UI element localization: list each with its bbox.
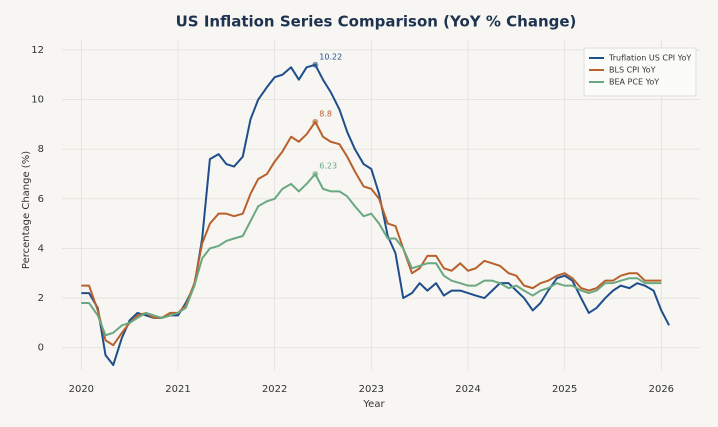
legend-box xyxy=(583,47,697,97)
peak-marker xyxy=(312,61,319,68)
legend-label: BEA PCE YoY xyxy=(609,78,659,87)
chart-title: US Inflation Series Comparison (YoY % Ch… xyxy=(176,13,577,31)
y-tick-label: 0 xyxy=(38,343,44,354)
x-axis-label: Year xyxy=(362,399,385,410)
series-line xyxy=(81,172,662,337)
peak-marker xyxy=(312,118,319,125)
x-tick-label: 2020 xyxy=(69,384,94,395)
legend-label: Truflation US CPI YoY xyxy=(608,54,691,63)
peak-label: 10.22 xyxy=(319,52,342,61)
peak-label: 6.23 xyxy=(319,161,337,170)
peak-label: 8.8 xyxy=(319,109,332,118)
x-tick-label: 2021 xyxy=(165,384,190,395)
x-tick-label: 2023 xyxy=(359,384,384,395)
y-tick-label: 12 xyxy=(31,45,44,56)
y-tick-label: 2 xyxy=(38,293,44,304)
x-tick-label: 2026 xyxy=(649,384,674,395)
y-tick-label: 4 xyxy=(38,243,44,254)
series-line xyxy=(81,63,670,367)
y-axis-label: Percentage Change (%) xyxy=(21,151,32,269)
peak-marker xyxy=(312,170,319,177)
y-tick-label: 8 xyxy=(38,144,44,155)
y-tick-label: 6 xyxy=(38,194,44,205)
x-tick-label: 2022 xyxy=(262,384,287,395)
x-tick-label: 2024 xyxy=(455,384,480,395)
y-tick-label: 10 xyxy=(31,95,44,106)
legend-label: BLS CPI YoY xyxy=(609,66,656,75)
x-tick-label: 2025 xyxy=(552,384,577,395)
